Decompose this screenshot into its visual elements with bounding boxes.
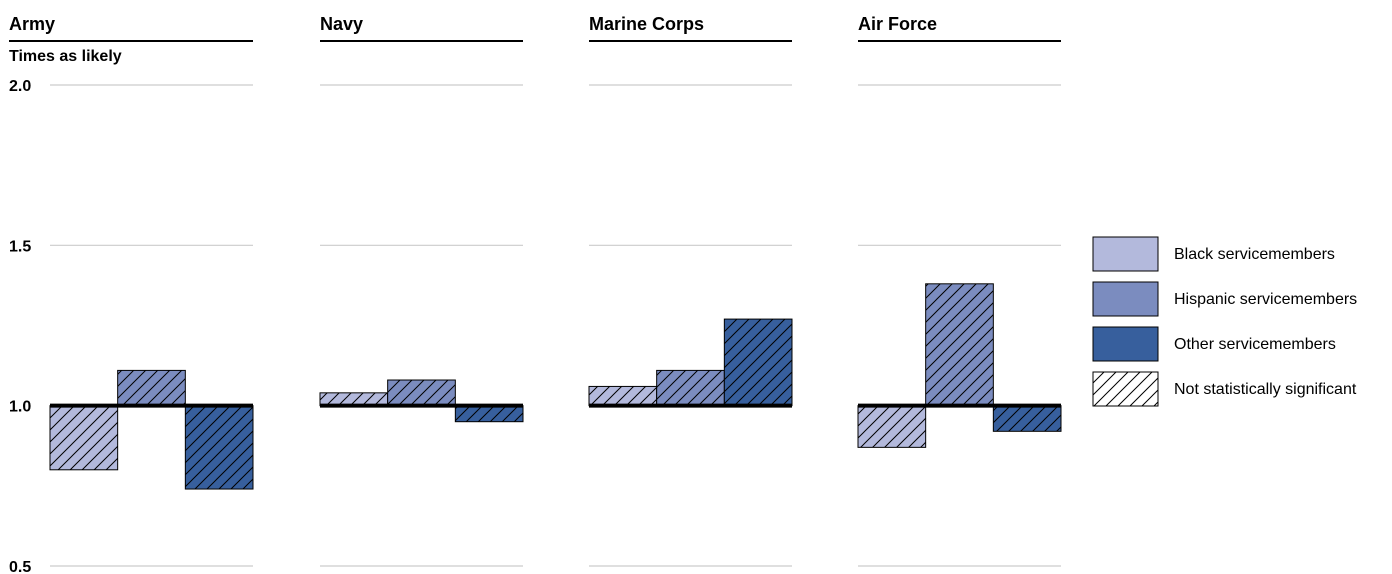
panel-title: Navy [320, 14, 363, 34]
panel-title: Air Force [858, 14, 937, 34]
legend-swatch [1092, 236, 1159, 272]
y-tick-label: 1.5 [9, 238, 31, 255]
y-tick-label: 0.5 [9, 559, 31, 574]
bar-hatch [50, 405, 118, 470]
legend-label: Not statistically significant [1174, 381, 1357, 398]
panel-title: Army [9, 14, 55, 34]
y-tick-label: 1.0 [9, 399, 31, 416]
legend-hatch [1093, 372, 1158, 406]
bar-hatch [455, 405, 523, 422]
legend-label: Hispanic servicemembers [1174, 291, 1357, 308]
bar-hatch [724, 319, 792, 406]
legend-swatch [1092, 281, 1159, 317]
bar-hatch [185, 405, 253, 490]
y-tick-label: 2.0 [9, 78, 31, 95]
bar-hatch [858, 405, 926, 448]
panel-title: Marine Corps [589, 14, 704, 34]
bar-hatch [320, 392, 388, 406]
bar-hatch [117, 370, 186, 406]
legend-label: Other servicemembers [1174, 336, 1336, 353]
legend-swatch [1092, 326, 1159, 362]
bar-hatch [387, 380, 456, 406]
y-axis-label: Times as likely [9, 48, 122, 65]
bar-hatch [656, 370, 725, 406]
bar-hatch [589, 386, 657, 406]
bar-hatch [925, 283, 994, 406]
bar-hatch [993, 405, 1061, 432]
legend-label: Black servicemembers [1174, 246, 1335, 263]
